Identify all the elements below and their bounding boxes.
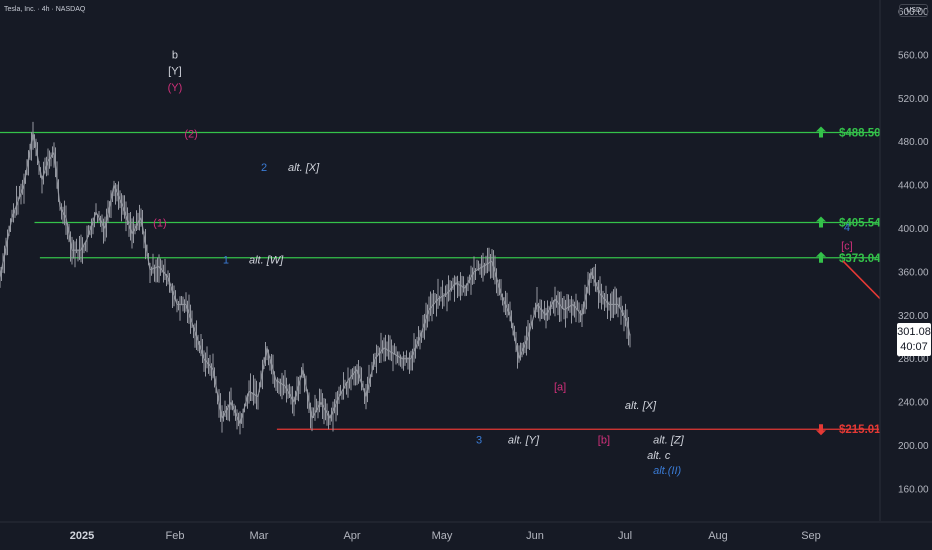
x-tick-label: 2025 — [70, 530, 94, 542]
wave-label: alt. c — [647, 450, 671, 462]
wave-label: alt. [W] — [249, 254, 284, 266]
wave-label: alt. [Y] — [508, 435, 540, 447]
wave-label: (1) — [153, 218, 166, 230]
wave-label: [c] — [841, 240, 853, 252]
wave-label: (Y) — [168, 82, 183, 94]
x-tick-label: Aug — [708, 530, 728, 542]
y-tick-label: 520.00 — [898, 94, 929, 105]
y-tick-label: 600.00 — [898, 7, 929, 18]
y-tick-label: 280.00 — [898, 354, 929, 365]
wave-label: (2) — [184, 129, 197, 141]
wave-label: alt. [Z] — [653, 435, 685, 447]
wave-label: [b] — [598, 435, 610, 447]
x-tick-label: Jun — [526, 530, 544, 542]
y-tick-label: 560.00 — [898, 50, 929, 61]
y-tick-label: 240.00 — [898, 398, 929, 409]
last-price-value: 301.08 — [897, 326, 931, 338]
y-tick-label: 160.00 — [898, 484, 929, 495]
wave-label: [Y] — [168, 66, 181, 78]
y-tick-label: 200.00 — [898, 441, 929, 452]
y-tick-label: 480.00 — [898, 137, 929, 148]
level-label: $215.01 — [839, 424, 881, 436]
arrow-up-icon — [816, 216, 826, 228]
arrow-up-icon — [816, 251, 826, 263]
wave-label: 4 — [844, 222, 850, 234]
wave-label: alt.(II) — [653, 465, 681, 477]
price-axis[interactable] — [880, 0, 932, 550]
wave-label: alt. [X] — [288, 162, 320, 174]
x-tick-label: Sep — [801, 530, 821, 542]
x-tick-label: May — [432, 530, 453, 542]
price-line — [0, 132, 631, 426]
last-price-tag: 301.08 40:07 — [897, 323, 931, 356]
x-tick-label: Feb — [166, 530, 185, 542]
level-label: $373.04 — [839, 253, 881, 265]
wave-label: 1 — [223, 254, 229, 266]
y-tick-label: 400.00 — [898, 224, 929, 235]
y-tick-label: 440.00 — [898, 181, 929, 192]
wave-label: [a] — [554, 381, 566, 393]
wave-label: 3 — [476, 435, 482, 447]
wave-label: alt. [X] — [625, 400, 657, 412]
level-label: $488.50 — [839, 127, 881, 139]
currency-label[interactable]: USD — [899, 4, 928, 17]
arrow-down-icon — [816, 424, 826, 436]
y-tick-label: 360.00 — [898, 267, 929, 278]
x-tick-label: Jul — [618, 530, 632, 542]
arrow-up-icon — [816, 126, 826, 138]
x-tick-label: Apr — [343, 530, 360, 542]
level-label: $405.54 — [839, 217, 881, 229]
wave-label: 2 — [261, 162, 267, 174]
y-tick-label: 320.00 — [898, 311, 929, 322]
chart-header-title: Tesla, Inc. · 4h · NASDAQ — [4, 6, 86, 13]
wave-label: b — [172, 49, 178, 61]
bar-countdown: 40:07 — [900, 341, 928, 353]
x-tick-label: Mar — [250, 530, 269, 542]
